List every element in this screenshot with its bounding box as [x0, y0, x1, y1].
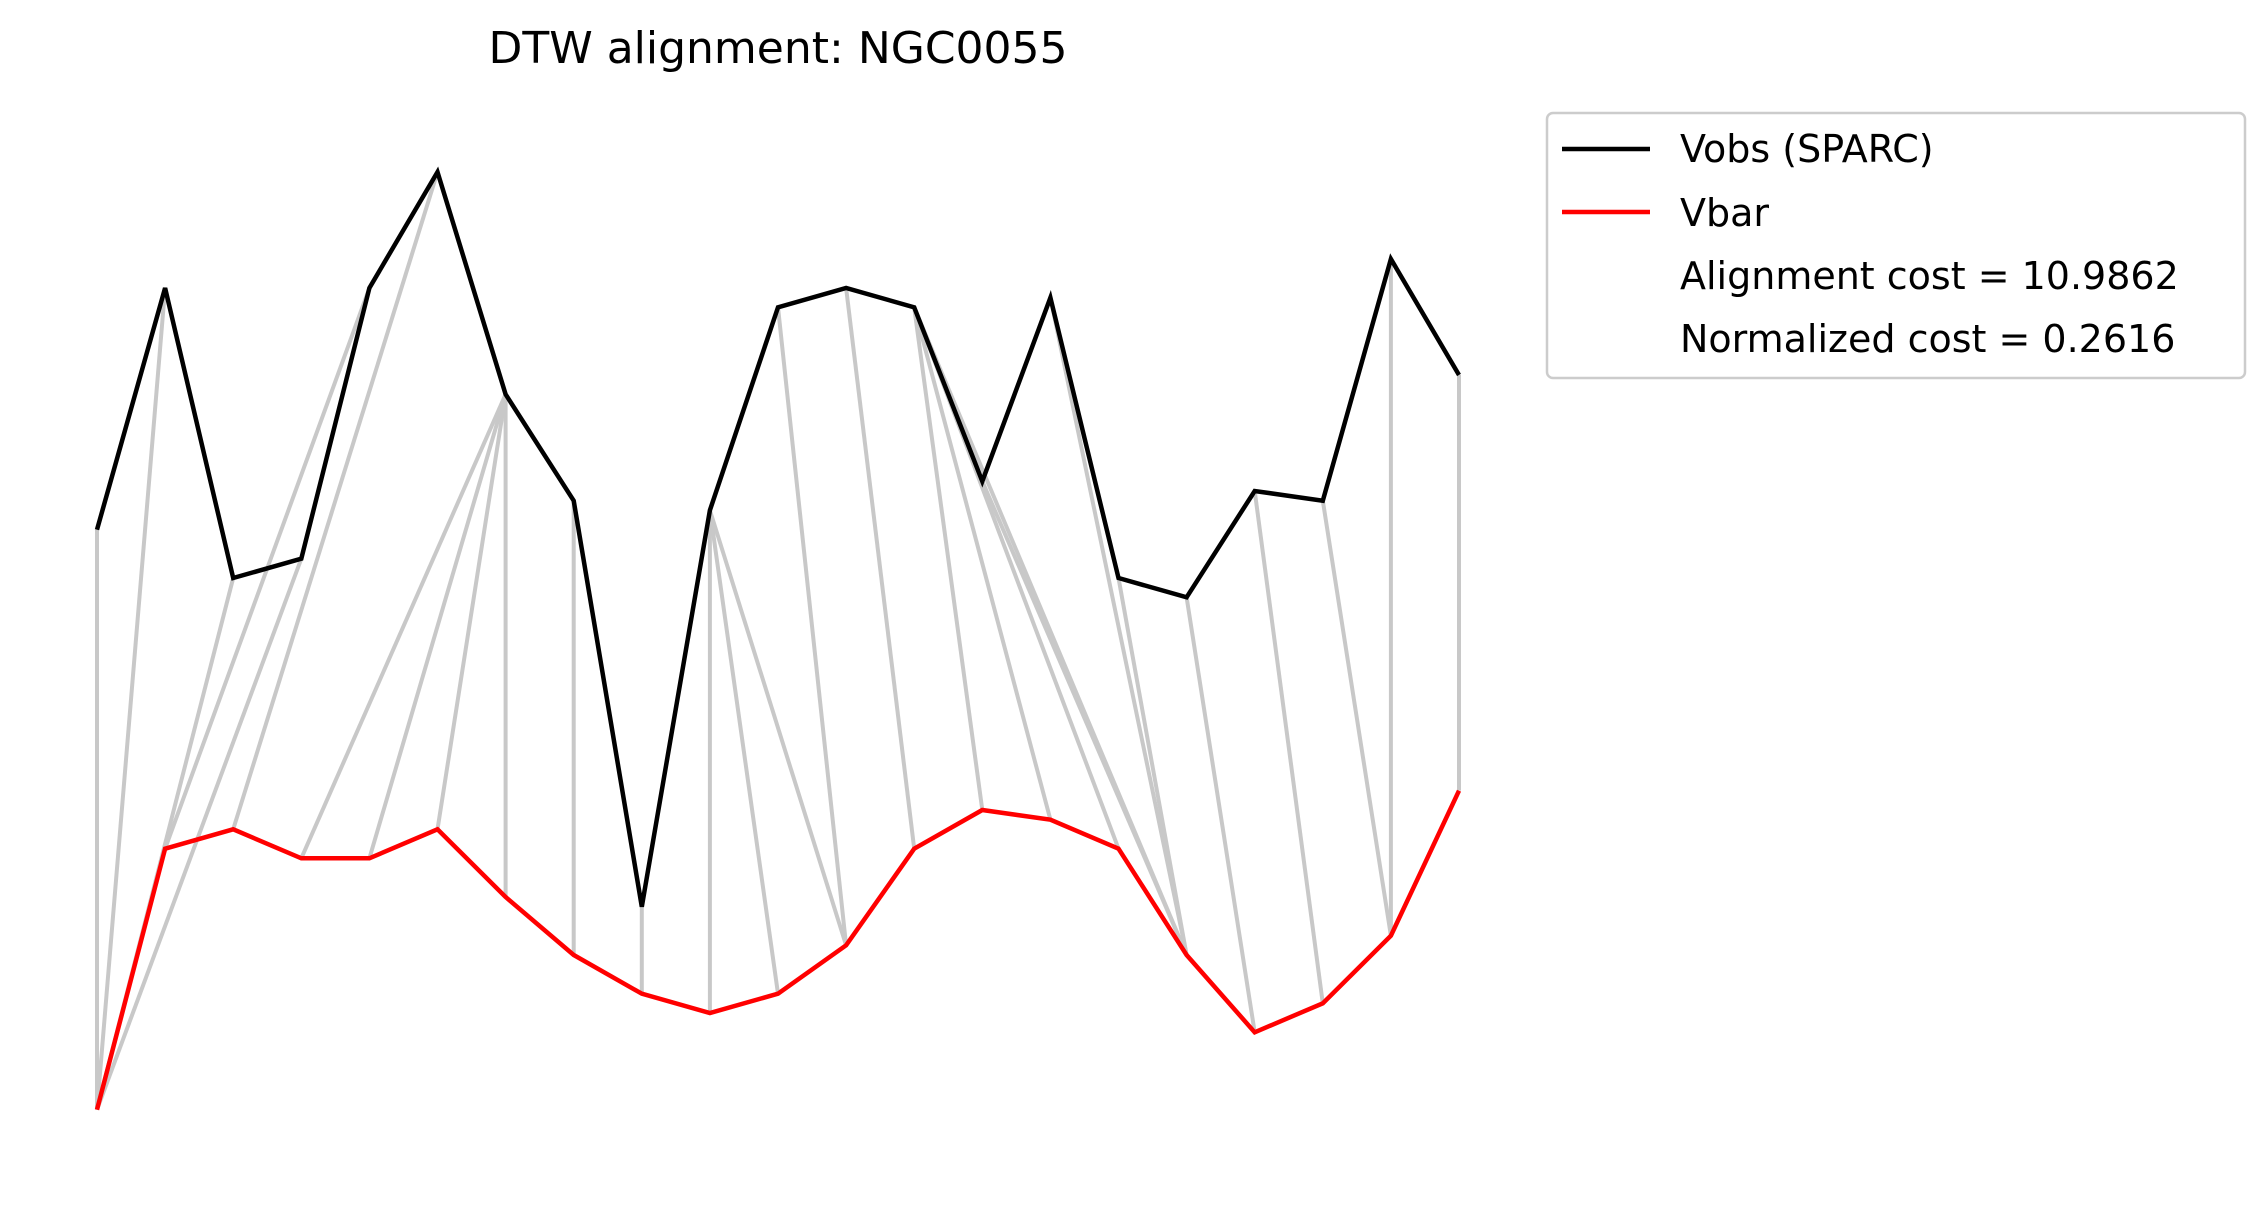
legend-alignment-cost: Alignment cost = 10.9862	[1680, 254, 2179, 298]
alignment-lines	[95, 171, 1461, 1111]
alignment-line	[707, 509, 849, 946]
series-line-vbar	[94, 789, 1462, 1111]
alignment-line	[776, 307, 849, 946]
alignment-line	[95, 287, 168, 1110]
legend-label-vobs: Vobs (SPARC)	[1680, 127, 1934, 171]
alignment-line	[1320, 500, 1393, 936]
alignment-line	[912, 306, 1053, 821]
alignment-line	[95, 557, 304, 1111]
alignment-line	[1184, 597, 1257, 1033]
alignment-line	[844, 287, 917, 849]
alignment-line	[1116, 577, 1189, 956]
alignment-line	[231, 171, 440, 830]
series-lines	[94, 166, 1462, 1111]
alignment-line	[1048, 297, 1189, 956]
legend-normalized-cost: Normalized cost = 0.2616	[1680, 317, 2175, 361]
series-line-vobs	[94, 166, 1461, 908]
chart-title: DTW alignment: NGC0055	[488, 23, 1067, 74]
alignment-line	[367, 393, 508, 859]
alignment-line	[912, 307, 985, 811]
alignment-line	[980, 480, 1189, 956]
alignment-line	[707, 510, 780, 994]
legend-label-vbar: Vbar	[1680, 191, 1769, 235]
legend: Vobs (SPARC) Vbar Alignment cost = 10.98…	[1545, 111, 2247, 380]
alignment-line	[1252, 490, 1325, 1004]
alignment-line	[435, 394, 508, 830]
legend-frame	[1545, 111, 2247, 380]
alignment-line	[299, 393, 508, 860]
